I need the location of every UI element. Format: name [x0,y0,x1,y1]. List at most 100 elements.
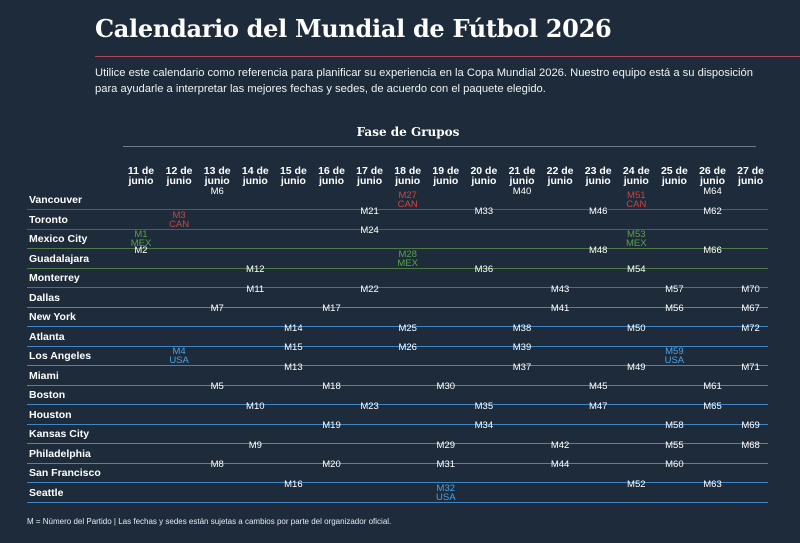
match-number: M41 [550,303,570,314]
match-cell: M32 USA [427,483,465,502]
date-month: junio [471,175,497,187]
match-number: M30 [436,381,456,392]
match-cell: M69 [732,421,770,431]
match-cell: M71 [732,362,770,372]
match-cell: M52 [617,479,655,489]
match-cell: M48 [579,244,617,256]
match-cell: M47 [579,400,617,412]
match-number: M62 [703,205,722,217]
city-label: San Francisco [29,467,101,479]
match-cell: M25 [389,323,427,333]
match-cell: M27 CAN [389,191,427,210]
date-day: 26 de [699,165,726,177]
match-cell: M20 [313,460,351,470]
date-month: junio [204,175,230,187]
date-day: 16 de [318,165,345,177]
match-cell: M18 [313,382,351,392]
host-team-code: MEX [397,257,418,269]
date-day: 11 de [127,165,155,177]
date-header-cell: 20 de junio [465,165,503,187]
footnote: M = Número del Partido | Las fechas y se… [27,517,392,526]
city-label: Toronto [29,213,68,226]
table-row [27,405,768,425]
match-cell: M22 [351,284,389,294]
date-header-cell: 15 de junio [274,165,312,187]
match-number: M63 [703,478,722,490]
intro-text: Utilice este calendario como referencia … [95,67,753,95]
date-month: junio [357,175,383,187]
date-header-cell: 21 de junio [503,166,541,187]
match-number: M10 [246,400,265,412]
match-cell: M15 [274,342,312,353]
match-number: M49 [627,361,646,373]
match-cell: M4 USA [160,346,198,366]
match-cell: M50 [617,322,655,334]
match-number: M34 [474,420,494,431]
match-cell: M45 [579,381,617,392]
match-number: M39 [512,342,532,353]
date-header-cell: 18 de junio [389,165,427,187]
table-row [27,268,768,288]
date-day: 15 de [279,165,307,177]
city-label: New York [29,311,76,323]
match-number: M47 [588,400,608,412]
match-cell: M51 CAN [617,191,655,210]
match-number: M37 [512,361,532,373]
host-team-code: USA [664,355,685,366]
match-number: M8 [210,459,224,470]
match-number: M28 [398,248,417,260]
date-day: 13 de [203,165,231,177]
match-number: M2 [134,244,148,256]
match-number: M59 [665,346,684,357]
match-number: M15 [284,342,303,353]
date-day: 20 de [470,165,498,177]
date-month: junio [395,175,421,187]
match-number: M54 [627,264,646,275]
date-header-cell: 16 de junio [313,165,351,187]
table-row [27,229,768,249]
match-cell: M38 [503,323,541,333]
match-number: M42 [550,439,570,451]
date-header-cell: 14 de junio [236,166,274,187]
match-cell: M30 [427,381,465,392]
date-header-cell: 12 de junio [160,166,198,187]
match-cell: M33 [465,206,503,216]
date-month: junio [166,175,192,187]
match-number: M48 [588,244,608,256]
match-number: M57 [665,283,684,295]
table-row [27,307,768,327]
date-month: junio [242,175,268,187]
match-number: M66 [703,244,722,256]
match-cell: M7 [198,304,236,314]
match-number: M50 [627,322,646,334]
city-label: Mexico City [29,233,88,245]
match-cell: M14 [274,323,312,333]
date-day: 24 de [622,165,650,177]
match-number: M70 [741,283,760,295]
date-day: 22 de [546,165,574,177]
match-number: M53 [627,229,646,240]
city-label: Monterrey [29,272,80,284]
match-cell: M55 [655,440,693,450]
date-month: junio [547,175,573,187]
match-cell: M2 [122,244,160,256]
match-number: M67 [741,303,760,314]
match-number: M13 [284,361,303,373]
page-title: Calendario del Mundial de Fútbol 2026 [95,14,612,43]
match-cell: M62 [694,205,732,217]
city-label: Dallas [29,291,60,304]
date-day: 18 de [394,165,422,177]
match-cell: M58 [655,421,693,431]
date-month: junio [318,175,345,187]
match-number: M45 [588,381,608,392]
date-month: junio [738,175,764,187]
city-label: Los Angeles [29,350,92,362]
date-header-cell: 17 de junio [351,166,389,187]
table-row [27,444,768,464]
match-number: M4 [172,346,186,357]
match-number: M9 [248,439,262,451]
match-cell: M63 [694,478,732,490]
section-title: Fase de Grupos [356,125,460,139]
match-cell: M36 [465,265,503,275]
match-number: M65 [703,400,722,412]
